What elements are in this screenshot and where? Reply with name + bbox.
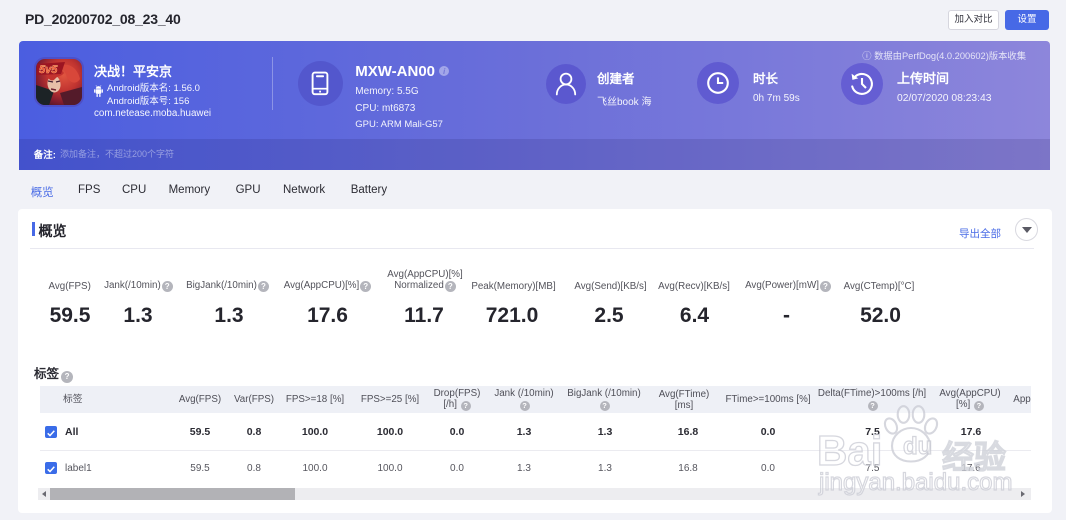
svg-text:5v5: 5v5 [39,64,58,76]
